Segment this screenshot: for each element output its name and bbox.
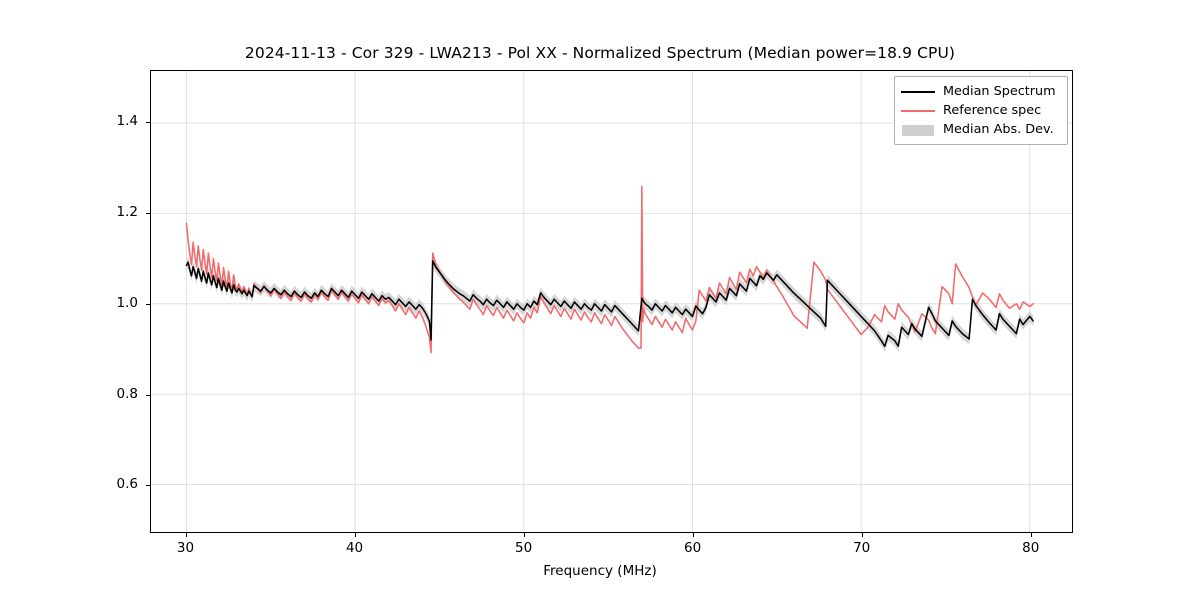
y-tick-mark <box>146 122 150 124</box>
legend-key-line-icon <box>901 104 935 118</box>
x-tick-label: 70 <box>853 540 871 556</box>
legend-key-line-icon <box>901 85 935 99</box>
x-tick-label: 40 <box>345 540 364 556</box>
series-layer <box>185 185 1034 354</box>
legend-label: Median Abs. Dev. <box>943 122 1054 137</box>
y-tick-label: 0.8 <box>116 385 138 402</box>
y-tick-label: 1.2 <box>116 203 138 220</box>
series-line-median-spectrum <box>185 260 1034 348</box>
legend-key-patch-icon <box>901 123 935 137</box>
legend-item-reference-spec[interactable]: Reference spec <box>901 101 1061 120</box>
x-tick-mark <box>861 533 863 537</box>
y-tick-mark <box>146 212 150 214</box>
x-axis-label: Frequency (MHz) <box>543 563 657 579</box>
legend-label: Reference spec <box>943 103 1042 118</box>
x-tick-label: 80 <box>1022 540 1040 556</box>
x-tick-mark <box>692 533 694 537</box>
legend-item-median-spectrum[interactable]: Median Spectrum <box>901 82 1061 101</box>
x-tick-label: 50 <box>515 540 533 556</box>
legend-item-median-abs-dev[interactable]: Median Abs. Dev. <box>901 120 1061 139</box>
chart-title: 2024-11-13 - Cor 329 - LWA213 - Pol XX -… <box>244 44 956 62</box>
x-tick-label: 60 <box>684 540 702 556</box>
chart-legend[interactable]: Median Spectrum Reference spec Median Ab… <box>894 76 1068 145</box>
y-tick-label: 0.6 <box>116 476 138 493</box>
legend-label: Median Spectrum <box>943 84 1056 99</box>
x-tick-mark <box>1030 533 1032 537</box>
y-tick-mark <box>146 485 150 487</box>
y-tick-mark <box>146 394 150 396</box>
y-tick-label: 1.4 <box>116 113 138 130</box>
x-tick-mark <box>185 533 187 537</box>
y-axis-label: Normalized Power <box>0 265 4 387</box>
x-tick-mark <box>354 533 356 537</box>
spectrum-plot <box>151 71 1072 532</box>
y-tick-mark <box>146 303 150 305</box>
y-tick-label: 1.0 <box>116 294 138 311</box>
x-tick-label: 30 <box>176 540 195 556</box>
plot-area <box>150 70 1073 533</box>
x-tick-mark <box>523 533 525 537</box>
